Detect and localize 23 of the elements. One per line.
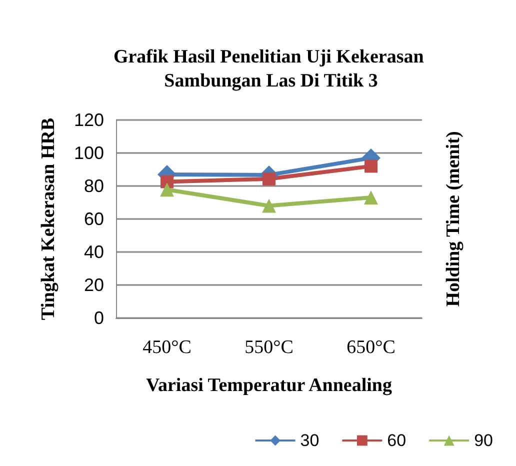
point: [262, 172, 276, 186]
x-tick-label: 450°C: [142, 337, 192, 358]
y-tick-label: 100: [74, 143, 104, 163]
point: [364, 160, 378, 173]
point: [160, 175, 174, 188]
chart-title: Grafik Hasil Penelitian Uji Kekerasan Sambungan Las Di Titik 3: [113, 46, 429, 92]
y-tick-label: 0: [94, 308, 104, 328]
y-tick-label: 120: [74, 110, 104, 130]
y-axis-title: Tingkat Kekerasan HRB: [38, 118, 59, 320]
legend-label: 60: [387, 431, 406, 450]
y-tick-label: 40: [84, 242, 104, 262]
x-axis-title: Variasi Temperatur Annealing: [146, 375, 392, 396]
legend-label: 90: [474, 431, 494, 450]
y-tick-label: 20: [84, 275, 104, 295]
y-tick-label: 80: [84, 176, 104, 196]
legend-label: 30: [300, 431, 320, 450]
point: [160, 182, 174, 197]
x-tick-label: 650°C: [346, 337, 396, 358]
x-tick-label: 550°C: [244, 337, 294, 358]
point: [364, 190, 378, 205]
point: [262, 198, 276, 213]
y-tick-label: 60: [84, 209, 104, 229]
y2-axis-title: Holding Time (menit): [443, 131, 464, 307]
